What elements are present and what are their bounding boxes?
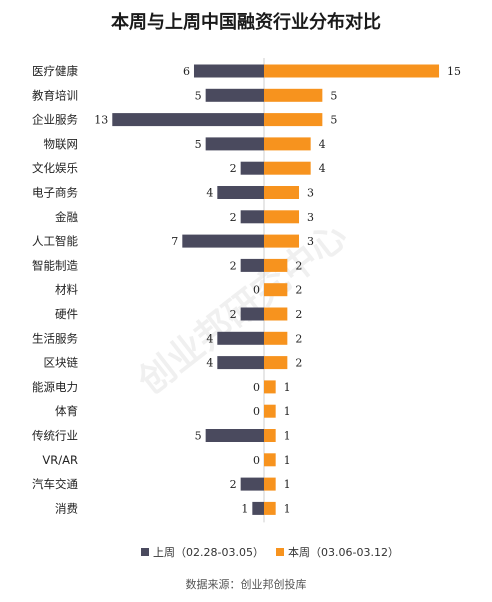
bar-last-week: [240, 307, 264, 321]
category-label: 金融: [55, 210, 78, 224]
bar-this-week: [264, 453, 276, 467]
category-label: 文化娱乐: [32, 161, 78, 175]
category-label: 体育: [55, 404, 78, 418]
bar-last-week: [112, 113, 264, 127]
bar-this-week: [264, 404, 276, 418]
value-label-this-week: 2: [295, 332, 302, 345]
category-label: 消费: [55, 501, 78, 515]
bar-this-week: [264, 137, 311, 151]
value-label-last-week: 0: [253, 381, 260, 394]
category-label: 物联网: [44, 137, 79, 151]
value-label-last-week: 13: [94, 114, 108, 127]
bar-last-week: [240, 477, 264, 491]
bar-last-week: [217, 186, 264, 199]
bar-this-week: [264, 380, 276, 394]
value-label-this-week: 1: [284, 454, 291, 467]
value-label-this-week: 5: [330, 89, 337, 102]
bar-this-week: [264, 283, 288, 297]
bar-this-week: [264, 501, 276, 515]
bar-this-week: [264, 161, 311, 175]
value-label-last-week: 5: [195, 138, 202, 151]
bar-last-week: [252, 501, 264, 515]
value-label-this-week: 3: [307, 211, 314, 224]
value-label-last-week: 2: [230, 259, 237, 272]
legend-label-this-week: 本周（03.06-03.12）: [288, 545, 399, 559]
value-label-this-week: 3: [307, 187, 314, 200]
bar-last-week: [205, 137, 264, 151]
category-label: VR/AR: [42, 453, 78, 467]
value-label-this-week: 4: [319, 162, 326, 175]
value-label-this-week: 1: [284, 478, 291, 491]
bar-this-week: [264, 356, 288, 370]
value-label-last-week: 2: [230, 308, 237, 321]
value-label-this-week: 1: [284, 381, 291, 394]
value-label-last-week: 4: [206, 357, 213, 370]
value-label-last-week: 0: [253, 405, 260, 418]
value-label-last-week: 2: [230, 162, 237, 175]
value-label-this-week: 1: [284, 405, 291, 418]
value-label-last-week: 4: [206, 187, 213, 200]
legend-swatch-this-week: [276, 548, 284, 556]
bar-last-week: [217, 331, 264, 345]
category-label: 生活服务: [32, 331, 78, 345]
bar-this-week: [264, 234, 300, 248]
value-label-this-week: 2: [295, 308, 302, 321]
value-label-last-week: 0: [253, 454, 260, 467]
value-label-last-week: 4: [206, 332, 213, 345]
category-label: 传统行业: [32, 429, 78, 443]
value-label-last-week: 2: [230, 478, 237, 491]
bar-this-week: [264, 331, 288, 345]
chart-title: 本周与上周中国融资行业分布对比: [111, 11, 381, 33]
value-label-this-week: 5: [330, 114, 337, 127]
value-label-last-week: 6: [183, 65, 190, 78]
value-label-this-week: 4: [319, 138, 326, 151]
value-label-last-week: 0: [253, 284, 260, 297]
bar-last-week: [217, 356, 264, 370]
category-label: 能源电力: [32, 380, 78, 394]
value-label-this-week: 2: [295, 357, 302, 370]
value-label-this-week: 3: [307, 235, 314, 248]
bar-last-week: [240, 258, 264, 272]
category-label: 人工智能: [32, 234, 78, 248]
category-label: 智能制造: [32, 258, 78, 272]
source-note: 数据来源：创业邦创投库: [186, 577, 307, 591]
value-label-this-week: 1: [284, 430, 291, 443]
value-label-last-week: 5: [195, 430, 202, 443]
bar-this-week: [264, 429, 276, 442]
value-label-this-week: 15: [447, 65, 461, 78]
bar-last-week: [240, 161, 264, 175]
bar-last-week: [193, 64, 264, 78]
value-label-this-week: 1: [284, 502, 291, 515]
value-label-last-week: 7: [171, 235, 178, 248]
category-label: 医疗健康: [32, 64, 78, 78]
value-label-last-week: 1: [241, 502, 248, 515]
category-label: 教育培训: [32, 88, 78, 102]
value-label-this-week: 2: [295, 284, 302, 297]
bar-last-week: [205, 88, 264, 102]
value-label-last-week: 5: [195, 89, 202, 102]
bar-last-week: [240, 210, 264, 224]
bar-this-week: [264, 210, 300, 224]
bar-this-week: [264, 477, 276, 491]
category-label: 汽车交通: [32, 477, 78, 491]
category-label: 企业服务: [32, 113, 78, 127]
category-label: 材料: [55, 283, 78, 297]
bar-last-week: [182, 234, 264, 248]
category-label: 硬件: [55, 307, 78, 321]
legend-swatch-last-week: [141, 548, 149, 556]
legend-label-last-week: 上周（02.28-03.05）: [153, 546, 264, 559]
category-label: 区块链: [44, 356, 79, 370]
bar-this-week: [264, 113, 323, 127]
bar-this-week: [264, 88, 323, 102]
bar-last-week: [205, 429, 264, 442]
bar-this-week: [264, 186, 300, 199]
bar-this-week: [264, 258, 288, 272]
bar-this-week: [264, 307, 288, 321]
value-label-this-week: 2: [295, 259, 302, 272]
value-label-last-week: 2: [230, 211, 237, 224]
bar-this-week: [264, 64, 440, 78]
category-label: 电子商务: [32, 186, 78, 200]
